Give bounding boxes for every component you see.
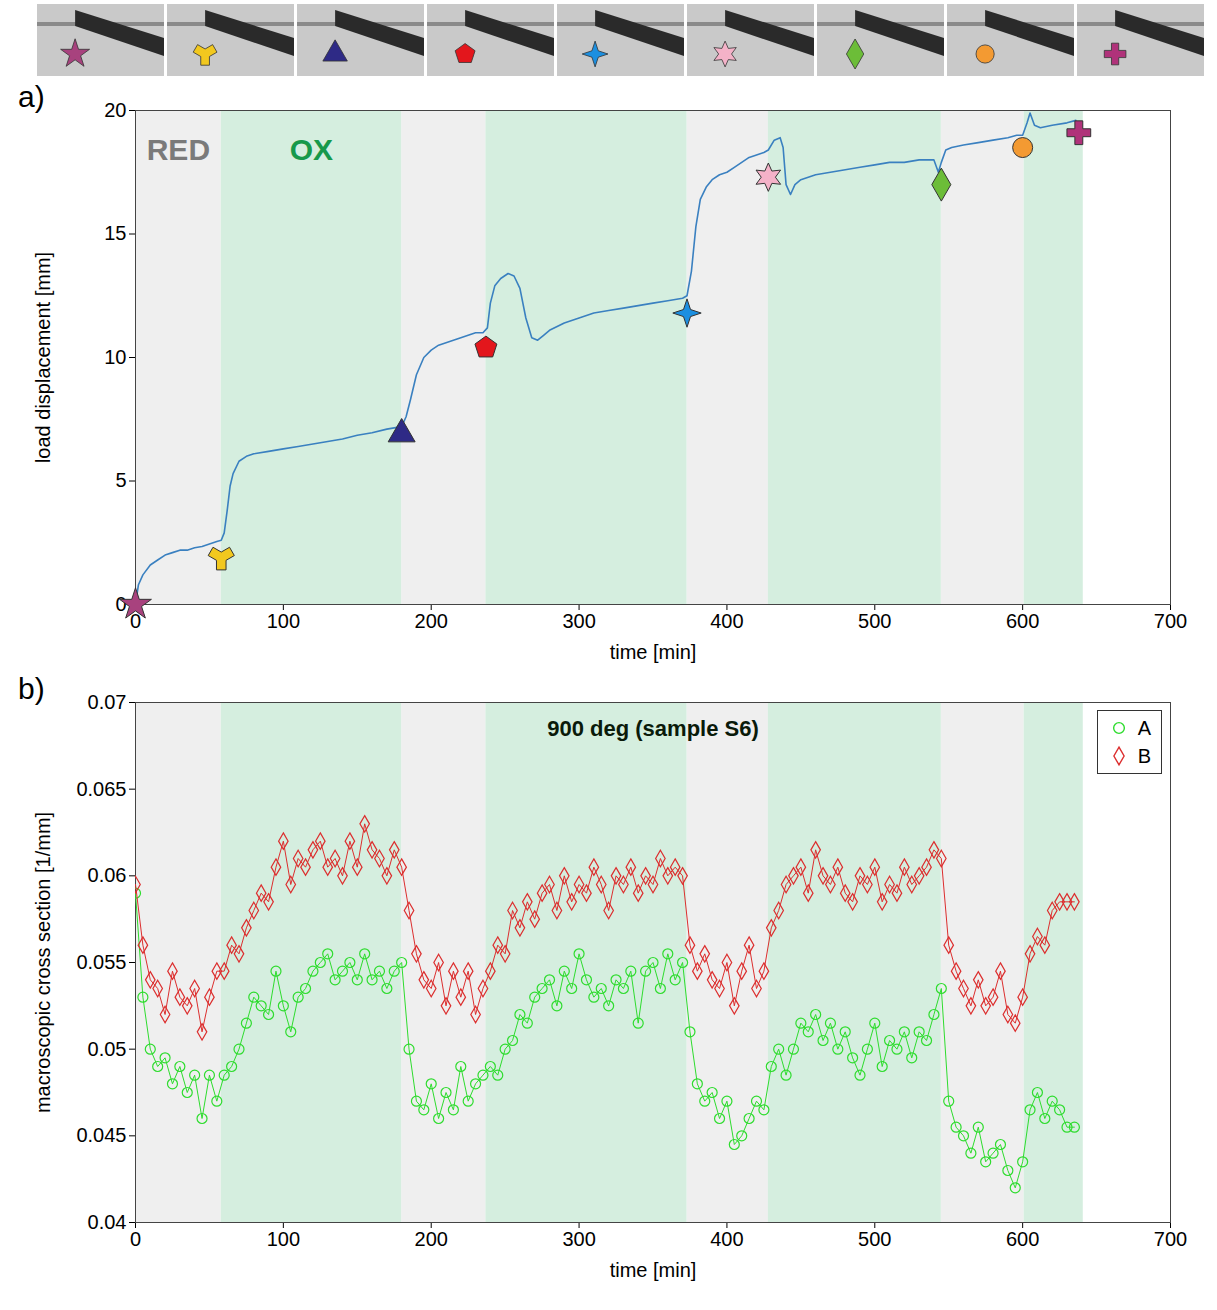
svg-text:700: 700 xyxy=(1154,1228,1187,1250)
svg-text:400: 400 xyxy=(710,610,743,632)
svg-text:5: 5 xyxy=(115,469,126,491)
svg-text:100: 100 xyxy=(267,610,300,632)
svg-text:0.07: 0.07 xyxy=(88,691,127,713)
svg-text:600: 600 xyxy=(1006,1228,1039,1250)
svg-text:200: 200 xyxy=(415,610,448,632)
svg-text:0.045: 0.045 xyxy=(76,1124,126,1146)
svg-text:0.04: 0.04 xyxy=(88,1211,127,1233)
svg-text:RED: RED xyxy=(147,133,210,166)
svg-text:time [min]: time [min] xyxy=(610,1259,697,1281)
svg-text:0: 0 xyxy=(130,1228,141,1250)
svg-text:100: 100 xyxy=(267,1228,300,1250)
svg-text:400: 400 xyxy=(710,1228,743,1250)
svg-text:0.065: 0.065 xyxy=(76,778,126,800)
svg-text:10: 10 xyxy=(104,346,126,368)
svg-text:300: 300 xyxy=(562,1228,595,1250)
html-text:B: B xyxy=(1137,744,1151,767)
svg-text:0.06: 0.06 xyxy=(88,864,127,886)
svg-text:time [min]: time [min] xyxy=(610,641,697,663)
svg-text:600: 600 xyxy=(1006,610,1039,632)
svg-text:700: 700 xyxy=(1154,610,1187,632)
svg-text:200: 200 xyxy=(415,1228,448,1250)
svg-text:load displacement [mm]: load displacement [mm] xyxy=(32,252,54,463)
svg-text:0: 0 xyxy=(129,609,142,632)
svg-text:500: 500 xyxy=(858,610,891,632)
svg-text:20: 20 xyxy=(104,99,126,121)
svg-text:0: 0 xyxy=(115,593,126,615)
svg-text:macroscopic cross section [1/m: macroscopic cross section [1/mm] xyxy=(32,812,54,1113)
svg-text:OX: OX xyxy=(290,133,333,166)
html-text:b): b) xyxy=(18,672,45,705)
svg-text:300: 300 xyxy=(562,610,595,632)
svg-text:0.055: 0.055 xyxy=(76,951,126,973)
svg-text:0.05: 0.05 xyxy=(88,1038,127,1060)
svg-text:500: 500 xyxy=(858,1228,891,1250)
svg-text:900 deg (sample S6): 900 deg (sample S6) xyxy=(547,716,759,741)
html-text:a): a) xyxy=(18,80,45,113)
svg-text:15: 15 xyxy=(104,222,126,244)
html-text:A: A xyxy=(1137,716,1151,739)
